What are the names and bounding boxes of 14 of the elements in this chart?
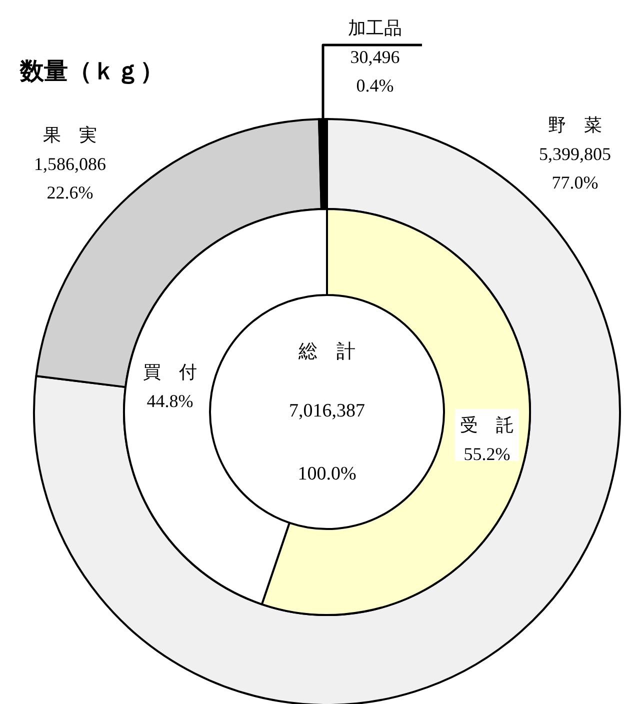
text: 7,016,387 <box>289 400 365 422</box>
slice-label: 加工品 <box>348 18 402 38</box>
slice-label: 買 付 <box>143 362 197 382</box>
data-label: 1,586,086 22.6% <box>34 154 106 203</box>
text: 100.0% <box>298 464 356 484</box>
text: 数量（ｋｇ） <box>19 59 164 85</box>
data-label: 30,496 0.4% <box>350 46 400 96</box>
slice-label: 受 託 <box>460 415 514 435</box>
text: 総 計 <box>298 342 356 362</box>
data-label: 44.8% <box>146 390 194 411</box>
slice-label: 野 菜 <box>548 115 602 135</box>
slice-label: 果 実 <box>43 125 97 145</box>
data-label: 5,399,805 77.0% <box>539 144 611 193</box>
data-label: 55.2% <box>464 444 510 464</box>
